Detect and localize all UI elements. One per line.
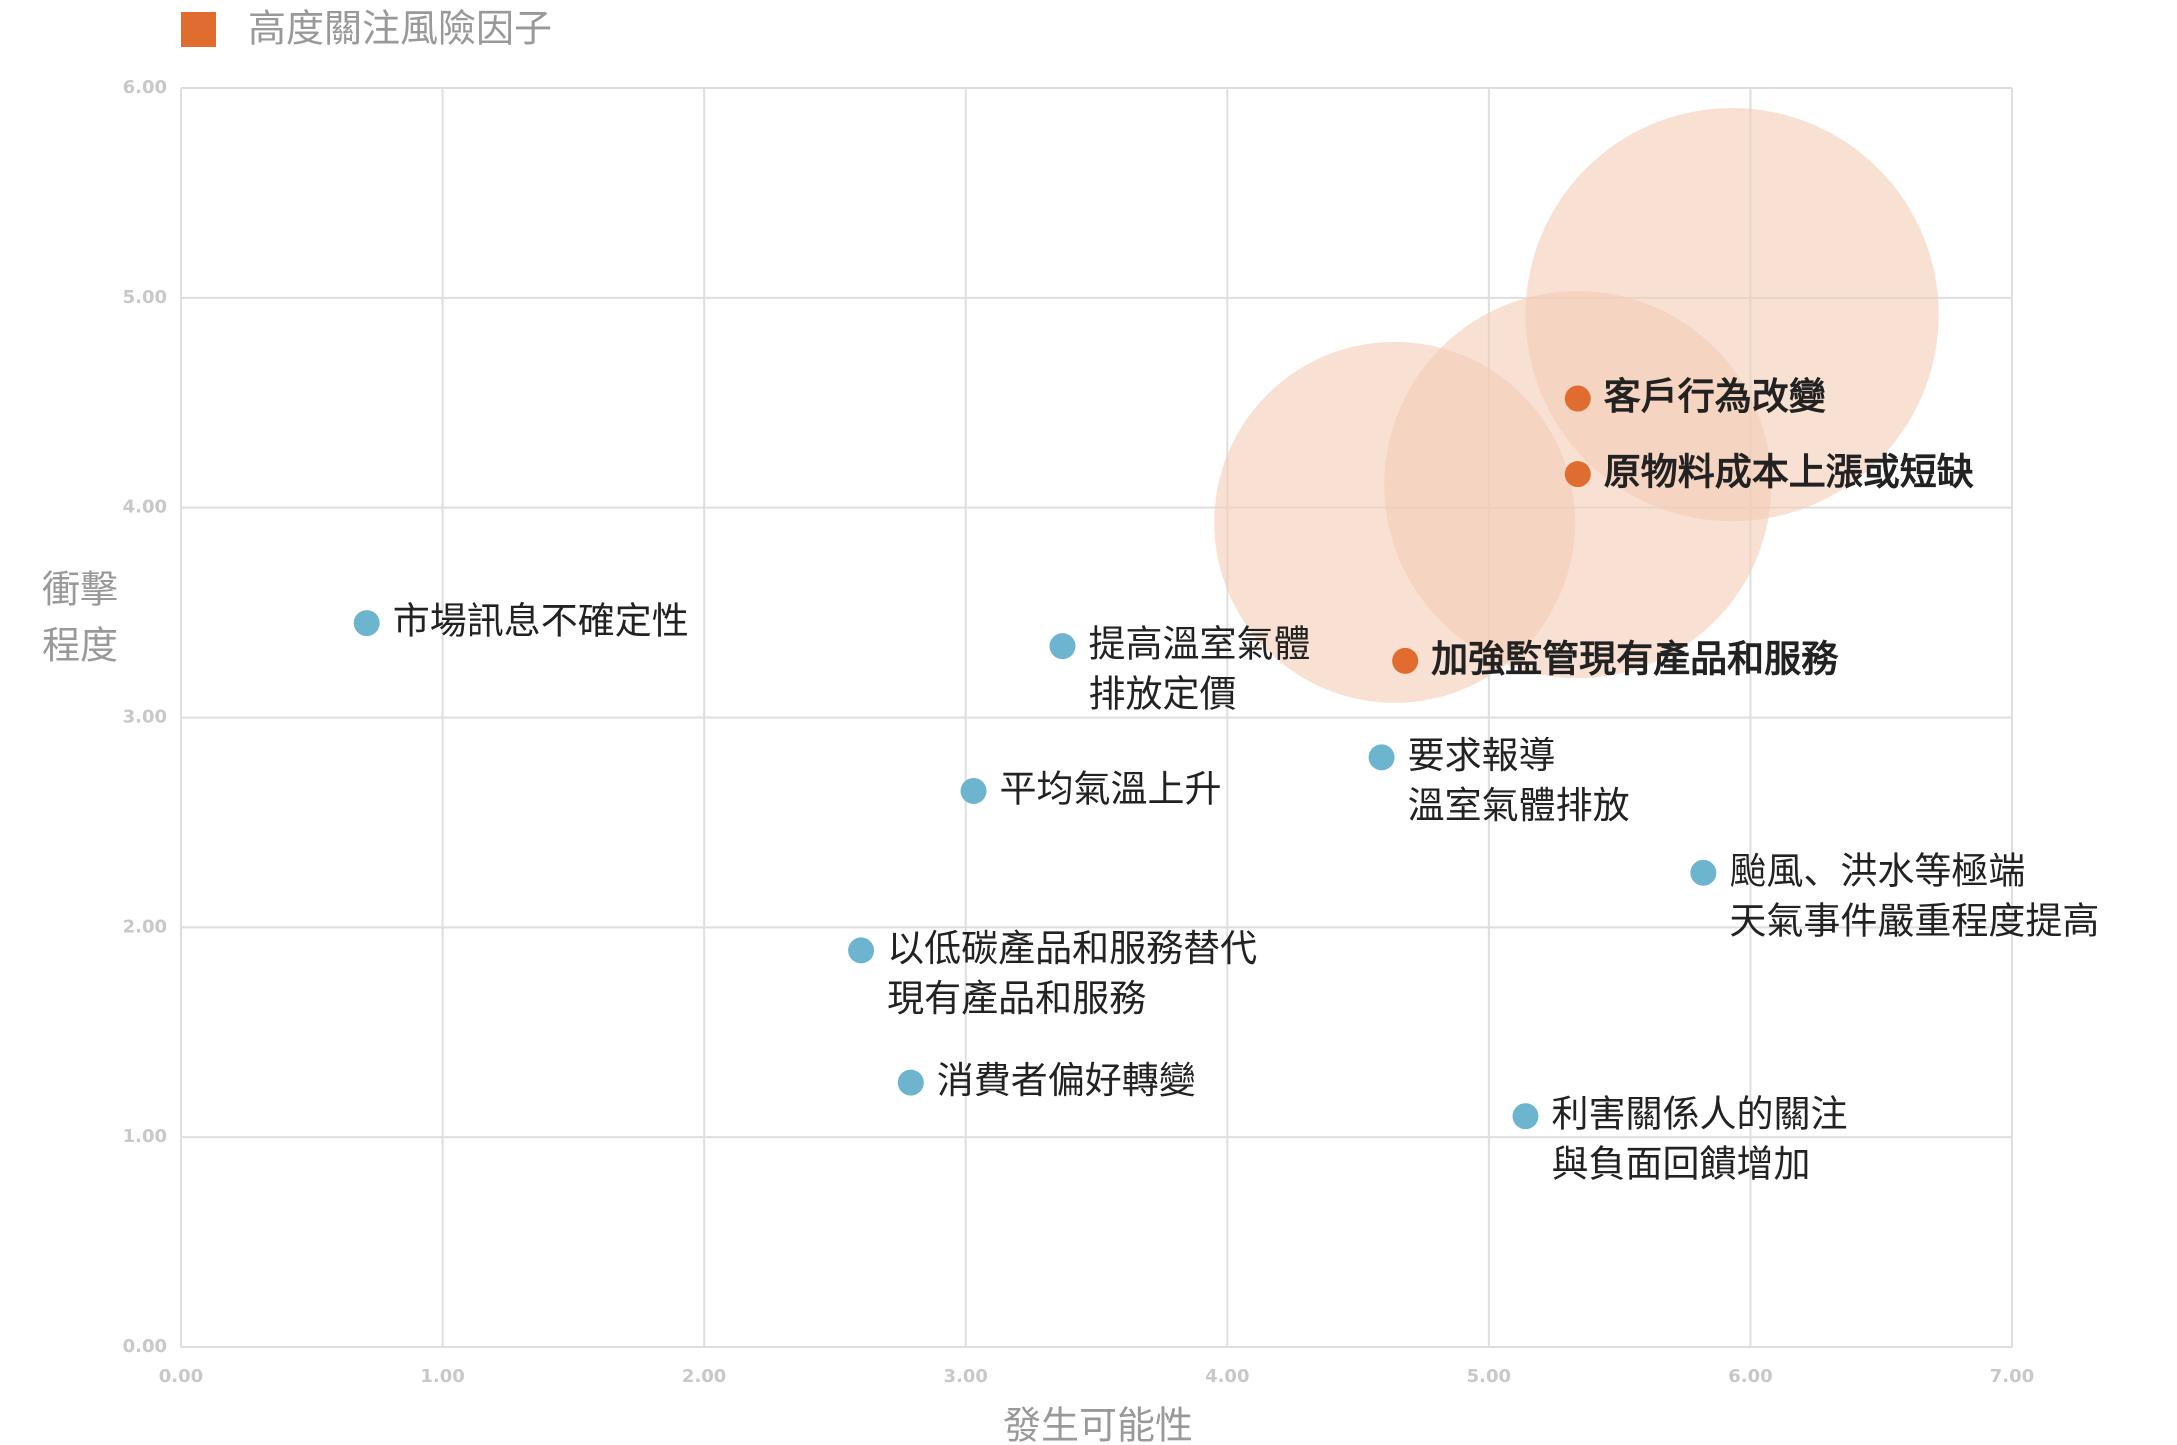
point-label: 客戶行為改變 — [1604, 375, 1826, 418]
point-label: 利害關係人的關注 — [1551, 1093, 1847, 1136]
x-tick-label: 5.00 — [1467, 1366, 1511, 1387]
legend-label: 高度關注風險因子 — [248, 7, 552, 51]
point-label: 原物料成本上漲或短缺 — [1604, 451, 1974, 494]
y-tick-label: 2.00 — [123, 916, 167, 937]
x-tick-label: 1.00 — [420, 1366, 464, 1387]
x-tick-label: 6.00 — [1728, 1366, 1772, 1387]
y-axis-label: 衝擊 — [42, 568, 118, 612]
point-label: 以低碳產品和服務替代 — [887, 927, 1257, 970]
x-tick-label: 2.00 — [682, 1366, 726, 1387]
point — [848, 937, 875, 964]
bubble — [1525, 107, 1939, 522]
point-label: 平均氣溫上升 — [1000, 767, 1222, 810]
point — [1690, 859, 1717, 886]
point — [1512, 1103, 1539, 1130]
y-axis-label: 程度 — [42, 624, 118, 668]
point — [1564, 461, 1591, 488]
point — [960, 777, 987, 804]
point — [1368, 744, 1395, 771]
point-label: 溫室氣體排放 — [1408, 784, 1630, 827]
point — [1392, 647, 1419, 674]
y-tick-label: 0.00 — [123, 1336, 167, 1357]
x-axis-label: 發生可能性 — [1003, 1404, 1193, 1445]
point-label: 要求報導 — [1408, 734, 1556, 777]
point-label: 市場訊息不確定性 — [393, 600, 689, 643]
point — [1564, 385, 1591, 412]
point-label: 現有產品和服務 — [887, 977, 1146, 1020]
x-tick-label: 4.00 — [1205, 1366, 1249, 1387]
legend-swatch — [181, 12, 216, 47]
x-tick-label: 7.00 — [1990, 1366, 2034, 1387]
y-tick-label: 6.00 — [123, 77, 167, 98]
point — [897, 1069, 924, 1096]
point-label: 與負面回饋增加 — [1551, 1143, 1810, 1186]
y-tick-label: 5.00 — [123, 287, 167, 308]
y-tick-label: 3.00 — [123, 707, 167, 728]
y-tick-label: 1.00 — [123, 1126, 167, 1147]
y-tick-label: 4.00 — [123, 497, 167, 518]
point-label: 提高溫室氣體 — [1088, 623, 1310, 666]
x-tick-label: 3.00 — [944, 1366, 988, 1387]
point-label: 颱風、洪水等極端 — [1729, 849, 2025, 892]
point-label: 排放定價 — [1088, 673, 1236, 716]
point — [353, 610, 380, 637]
x-tick-label: 0.00 — [159, 1366, 203, 1387]
point-label: 加強監管現有產品和服務 — [1431, 637, 1839, 680]
point-label: 消費者偏好轉變 — [937, 1059, 1196, 1102]
point — [1049, 633, 1076, 660]
point-label: 天氣事件嚴重程度提高 — [1729, 899, 2099, 942]
